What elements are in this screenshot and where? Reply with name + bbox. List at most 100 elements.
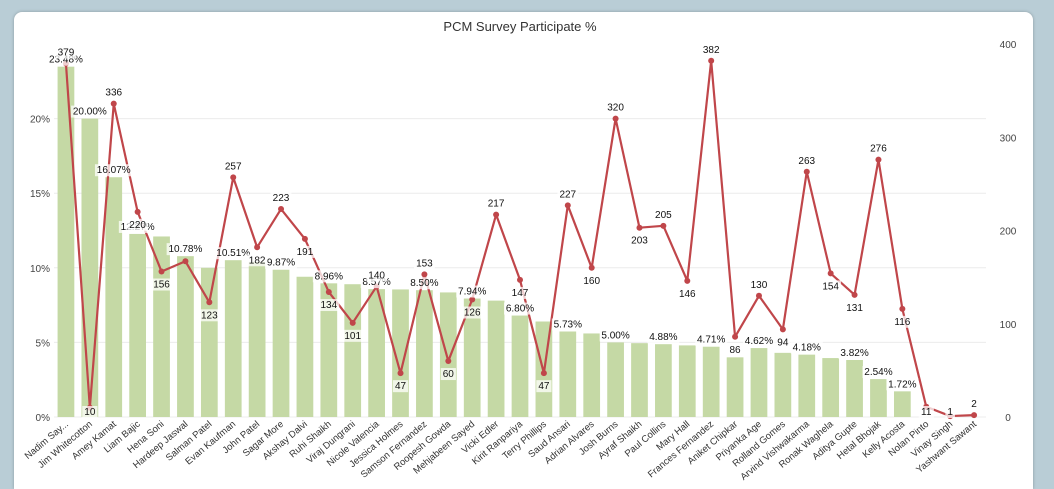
bar-value-label: 4.71%	[697, 335, 725, 346]
bar-value-label-bg	[742, 335, 775, 348]
bar-value-label-bg	[695, 333, 728, 346]
data-labels: 23.48%20.00%16.07%12.27%10.78%10.51%9.87…	[47, 43, 979, 418]
bar-value-label-bg	[599, 329, 632, 342]
line-value-label: 126	[464, 308, 481, 319]
line-value-label: 182	[249, 255, 266, 266]
line-value-label: 146	[679, 289, 696, 300]
right-axis-tick-label: 300	[1000, 133, 1017, 144]
bar-value-label-bg	[862, 366, 895, 379]
line-point	[803, 168, 810, 175]
bar	[511, 315, 529, 417]
line-value-label: 101	[344, 331, 361, 342]
line-value-label-bg	[969, 398, 979, 411]
bar	[726, 357, 744, 417]
line-value-label-bg	[485, 197, 507, 210]
line-point	[684, 277, 691, 284]
line-value-label-bg	[294, 245, 316, 258]
line-point	[158, 268, 165, 275]
line-point	[899, 305, 906, 312]
line-value-label: 223	[273, 193, 290, 204]
line-point	[182, 258, 189, 265]
bar-value-label: 7.94%	[458, 287, 486, 298]
bar-value-label: 5.00%	[601, 330, 629, 341]
bar-value-label-bg	[647, 331, 680, 344]
left-axis-tick-label: 0%	[36, 413, 51, 424]
line-value-label-bg	[820, 280, 842, 293]
line-value-label: 154	[822, 281, 839, 292]
bar	[368, 289, 385, 417]
bar	[129, 233, 147, 417]
bar	[702, 346, 720, 417]
line-value-label-bg	[727, 343, 743, 356]
bar-value-label: 5.73%	[554, 320, 582, 331]
bar-value-label-bg	[214, 247, 253, 260]
line-value-label: 47	[538, 381, 550, 392]
bar-value-label: 4.88%	[649, 332, 677, 343]
bar-value-label: 20.00%	[73, 107, 107, 118]
line-point	[325, 289, 332, 296]
bar	[487, 300, 505, 417]
bar	[583, 333, 601, 417]
line-value-label-bg	[676, 287, 698, 300]
bar-value-label: 8.96%	[315, 271, 343, 282]
bar-value-label-bg	[265, 256, 298, 269]
line-value-label-bg	[82, 406, 98, 418]
bar-series	[57, 66, 911, 417]
line-value-label: 153	[416, 258, 433, 269]
line-value-label-bg	[246, 254, 268, 267]
bar	[224, 260, 242, 417]
bar	[750, 348, 768, 417]
line-value-label: 11	[921, 407, 932, 418]
line-value-label: 160	[583, 276, 600, 287]
line-value-label: 86	[730, 345, 742, 356]
bar-value-label-bg	[838, 347, 871, 360]
bar	[153, 236, 170, 417]
line-point	[301, 235, 308, 242]
line-value-label-bg	[366, 269, 388, 282]
line-value-label-bg	[222, 160, 244, 173]
line-value-label: 205	[655, 210, 672, 221]
line-point	[206, 299, 213, 306]
line-point	[421, 271, 428, 278]
line-point	[349, 319, 356, 326]
bar	[631, 343, 648, 417]
left-axis-tick-label: 20%	[30, 115, 50, 126]
line-point	[732, 333, 739, 340]
line-point	[564, 202, 571, 209]
bar-value-label-bg	[504, 302, 536, 315]
bar	[870, 379, 887, 417]
left-axis-tick-label: 15%	[30, 189, 50, 200]
bar-value-label: 1.72%	[888, 379, 916, 390]
line-value-label: 123	[201, 310, 218, 321]
line-value-label: 382	[703, 45, 720, 56]
bar	[822, 358, 840, 417]
line-value-label-bg	[151, 278, 172, 291]
bar	[439, 292, 457, 417]
line-point	[469, 296, 476, 303]
bar-value-label: 8.50%	[410, 278, 438, 289]
line-value-label-bg	[945, 406, 955, 418]
left-axis-tick-label: 10%	[30, 264, 50, 275]
line-value-label-bg	[748, 278, 770, 291]
bar	[296, 276, 314, 417]
bar	[559, 331, 577, 417]
bar-value-label: 6.80%	[506, 304, 534, 315]
right-axis-tick-label: 0	[1005, 413, 1011, 424]
bar-value-label: 23.48%	[49, 55, 83, 66]
bar	[678, 345, 696, 417]
bar	[177, 256, 194, 417]
chart-title: PCM Survey Participate %	[443, 19, 597, 34]
line-value-label: 379	[58, 48, 75, 59]
line-value-label-bg	[127, 218, 149, 231]
bar-value-label-bg	[312, 270, 345, 283]
line-value-label: 10	[84, 407, 96, 418]
line-point	[779, 326, 786, 333]
line-value-label: 257	[225, 161, 242, 172]
bar-value-label-bg	[408, 277, 441, 290]
line-value-label: 131	[846, 303, 863, 314]
line-value-label: 2	[971, 399, 977, 410]
bar	[798, 354, 816, 417]
line-point	[588, 264, 595, 271]
bar	[248, 261, 266, 417]
line-point	[612, 115, 619, 122]
